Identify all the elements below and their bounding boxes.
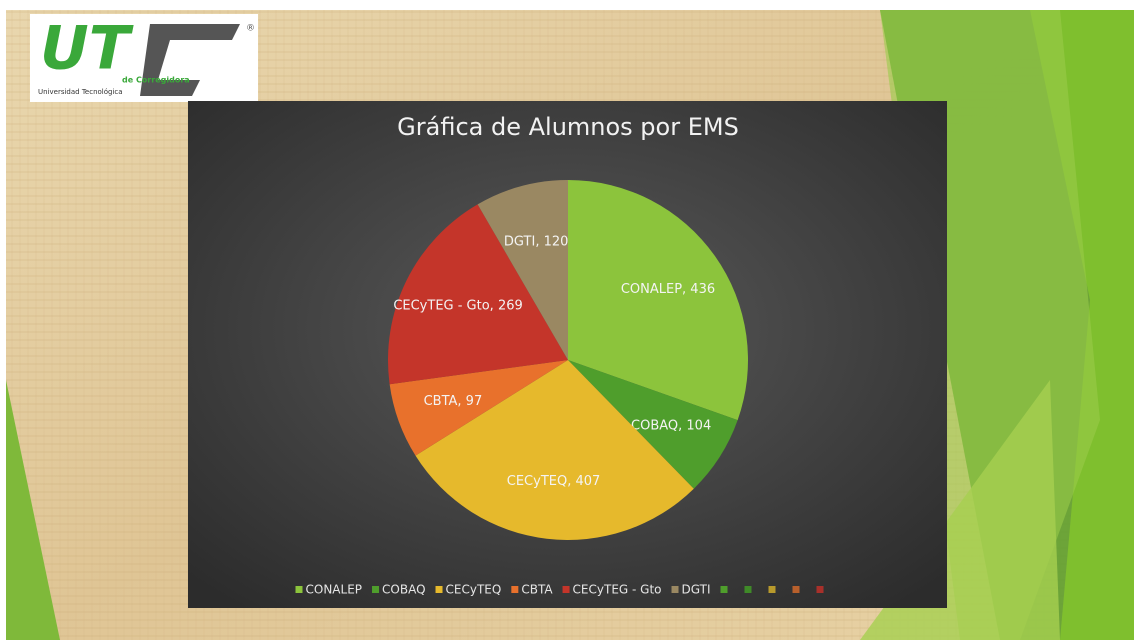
legend-label: COBAQ: [382, 583, 426, 597]
legend-swatch: [721, 586, 728, 593]
legend-swatch: [511, 586, 518, 593]
legend-swatch: [793, 586, 800, 593]
legend-swatch: [436, 586, 443, 593]
legend-label: CONALEP: [306, 583, 363, 597]
legend-label: CECyTEG - Gto: [573, 583, 662, 597]
logo-mark: UT: [40, 14, 134, 84]
data-label: DGTI, 120: [504, 234, 568, 249]
data-label: CONALEP, 436: [621, 282, 715, 297]
legend-swatch: [745, 586, 752, 593]
legend-swatch: [817, 586, 824, 593]
chart-title: Gráfica de Alumnos por EMS: [397, 113, 739, 141]
legend-swatch: [563, 586, 570, 593]
legend-swatch: [296, 586, 303, 593]
legend-swatch: [769, 586, 776, 593]
legend-label: CECyTEQ: [446, 583, 502, 597]
data-label: CBTA, 97: [424, 394, 483, 409]
slide: UT de Corregidora Universidad Tecnológic…: [0, 0, 1134, 640]
legend-swatch: [672, 586, 679, 593]
legend-label: DGTI: [682, 583, 711, 597]
pie: CONALEP, 436 COBAQ, 104 CECyTEQ, 407 CBTA, …: [388, 180, 748, 540]
logo-campus: de Corregidora: [122, 76, 190, 85]
logo-name: Universidad Tecnológica: [38, 88, 123, 96]
legend-swatch: [372, 586, 379, 593]
data-label: CECyTEQ, 407: [507, 474, 601, 489]
page: UT de Corregidora Universidad Tecnológic…: [0, 0, 1134, 640]
logo: UT de Corregidora Universidad Tecnológic…: [30, 14, 258, 102]
logo-registered: ®: [246, 24, 255, 34]
data-label: COBAQ, 104: [631, 418, 711, 433]
legend-label: CBTA: [521, 583, 553, 597]
data-label: CECyTEG - Gto, 269: [393, 299, 522, 314]
